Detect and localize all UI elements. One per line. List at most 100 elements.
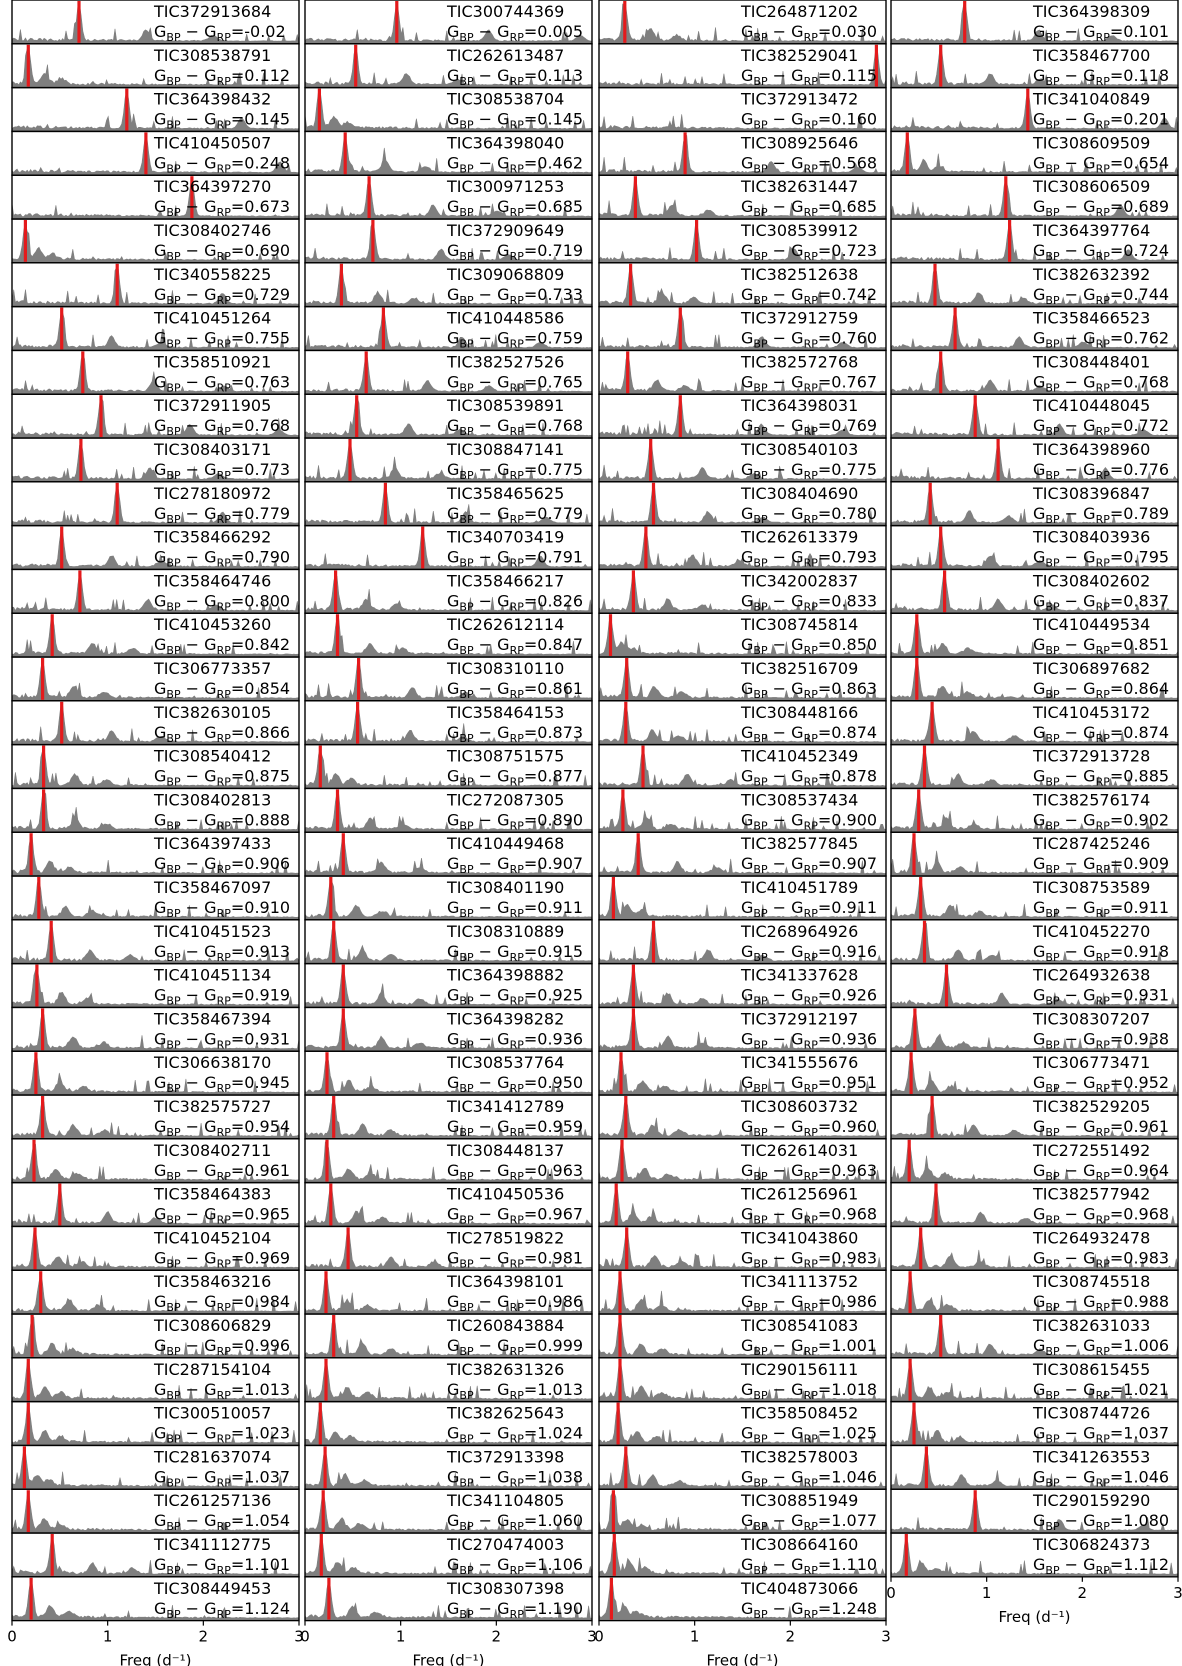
tic-label: TIC308537764 xyxy=(446,1053,564,1072)
spectrum-area xyxy=(599,1448,886,1489)
spectrum-area xyxy=(305,1492,592,1533)
tic-label: TIC264871202 xyxy=(740,2,858,21)
tic-label: TIC308540103 xyxy=(740,440,858,459)
spectrum-area xyxy=(305,1141,592,1182)
x-tick-label: 0 xyxy=(594,1628,604,1646)
color-index-label: GBP − GRP=1.077 xyxy=(741,1511,877,1533)
tic-label: TIC364398882 xyxy=(446,966,564,985)
x-axis-label: Freq (d⁻¹) xyxy=(998,1608,1070,1626)
tic-label: TIC308540412 xyxy=(153,747,271,766)
tic-label: TIC372913684 xyxy=(153,2,271,21)
spectrum-area xyxy=(305,703,592,744)
color-index-label: GBP − GRP=0.999 xyxy=(447,1336,583,1358)
x-tick-label: 1 xyxy=(396,1628,406,1646)
color-index-label: GBP − GRP=1.013 xyxy=(154,1380,290,1402)
tic-label: TIC306773471 xyxy=(1032,1053,1150,1072)
color-index-label: GBP − GRP=0.963 xyxy=(447,1161,583,1183)
tic-label: TIC306897682 xyxy=(1032,659,1150,678)
color-index-label: GBP − GRP=0.959 xyxy=(447,1117,583,1139)
x-tick-label: 2 xyxy=(199,1628,209,1646)
color-index-label: GBP − GRP=0.931 xyxy=(154,1029,290,1051)
x-axis: 0 1 2 3 Freq (d⁻¹) xyxy=(886,1576,1182,1626)
tic-label: TIC300744369 xyxy=(446,2,564,21)
tic-label: TIC308402746 xyxy=(153,221,271,240)
tic-label: TIC308847141 xyxy=(446,440,564,459)
spectrum-area xyxy=(305,834,592,876)
spectrum-area xyxy=(891,397,1178,438)
tic-label: TIC404873066 xyxy=(740,1579,858,1598)
tic-label: TIC260843884 xyxy=(446,1316,564,1335)
color-index-label: GBP − GRP=0.907 xyxy=(741,854,877,876)
spectrum-area xyxy=(305,1535,592,1577)
color-index-label: GBP − GRP=1.037 xyxy=(1033,1424,1169,1446)
tic-label: TIC358465625 xyxy=(446,484,564,503)
color-index-label: GBP − GRP=0.909 xyxy=(1033,854,1169,876)
tic-label: TIC308449453 xyxy=(153,1579,271,1598)
spectrum-area xyxy=(305,1360,592,1401)
tic-label: TIC309068809 xyxy=(446,265,564,284)
x-axis-label: Freq (d⁻¹) xyxy=(412,1652,484,1666)
color-index-label: GBP − GRP=0.030 xyxy=(741,22,877,44)
tic-label: TIC308606829 xyxy=(153,1316,271,1335)
tic-label: TIC308851949 xyxy=(740,1491,858,1510)
color-index-label: GBP − GRP=0.866 xyxy=(154,723,290,745)
tic-label: TIC340558225 xyxy=(153,265,271,284)
color-index-label: GBP − GRP=0.775 xyxy=(447,460,583,482)
tic-label: TIC308448401 xyxy=(1032,352,1150,371)
tic-label: TIC382625643 xyxy=(446,1404,564,1423)
tic-label: TIC308402813 xyxy=(153,790,271,809)
tic-label: TIC410448045 xyxy=(1032,396,1150,415)
color-index-label: GBP − GRP=0.938 xyxy=(1033,1029,1169,1051)
tic-label: TIC358464383 xyxy=(153,1185,271,1204)
color-index-label: GBP − GRP=0.906 xyxy=(154,854,290,876)
color-index-label: GBP − GRP=0.936 xyxy=(447,1029,583,1051)
spectrum-area xyxy=(12,1536,299,1577)
tic-label: TIC308664160 xyxy=(740,1535,858,1554)
tic-label: TIC262613487 xyxy=(446,46,564,65)
spectrum-area xyxy=(599,1492,886,1533)
tic-label: TIC261256961 xyxy=(740,1185,858,1204)
tic-label: TIC308615455 xyxy=(1032,1360,1150,1379)
spectrum-area xyxy=(891,221,1178,263)
color-index-label: GBP − GRP=0.945 xyxy=(154,1073,290,1095)
tic-label: TIC382577845 xyxy=(740,834,858,853)
spectrum-area xyxy=(599,114,886,131)
spectrum-area xyxy=(12,615,299,657)
color-index-label: GBP − GRP=1.046 xyxy=(1033,1467,1169,1489)
x-tick-label: 2 xyxy=(1078,1584,1088,1602)
tic-label: TIC300971253 xyxy=(446,177,564,196)
spectrum-area xyxy=(891,133,1178,175)
spectrum-area xyxy=(12,922,299,963)
spectrum-area xyxy=(599,440,886,482)
spectrum-area xyxy=(12,703,299,744)
tic-label: TIC308402711 xyxy=(153,1141,271,1160)
color-index-label: GBP − GRP=0.723 xyxy=(741,241,877,263)
spectrum-area xyxy=(12,90,299,131)
color-index-label: GBP − GRP=0.773 xyxy=(154,460,290,482)
spectrum-area xyxy=(12,1578,299,1620)
